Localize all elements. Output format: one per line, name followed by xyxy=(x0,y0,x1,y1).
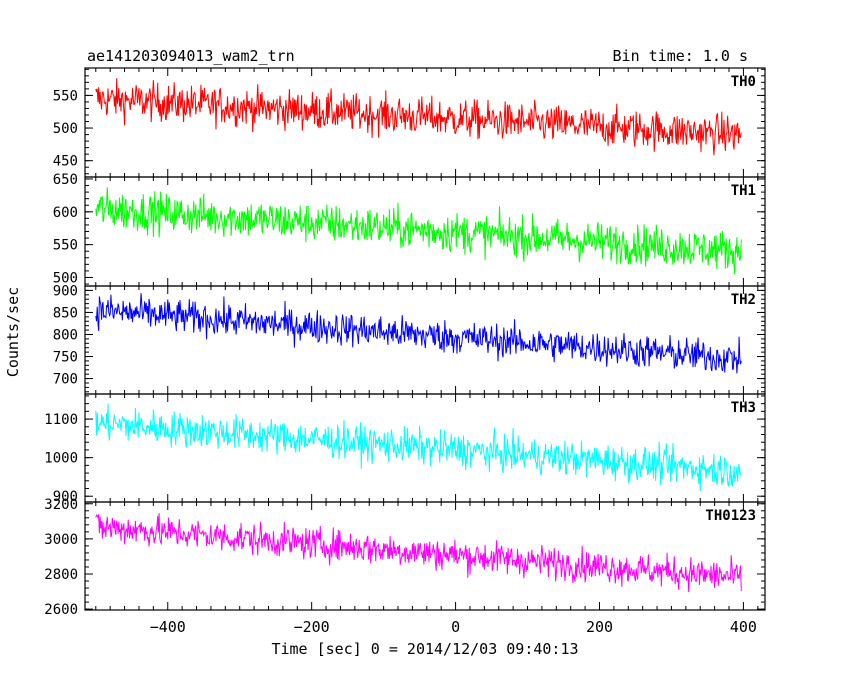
series-name-th0: TH0 xyxy=(731,74,756,90)
series-line-th3 xyxy=(95,403,742,492)
y-axis-label: Counts/sec xyxy=(4,287,22,377)
y-tick-label: 2800 xyxy=(44,567,78,583)
x-tick-label: −200 xyxy=(294,618,330,636)
y-tick-label: 1100 xyxy=(44,412,78,428)
y-tick-label: 1000 xyxy=(44,451,78,467)
y-tick-label: 3000 xyxy=(44,532,78,548)
x-tick-label: 0 xyxy=(451,618,460,636)
x-tick-label: −400 xyxy=(150,618,186,636)
y-tick-label: 650 xyxy=(53,172,78,188)
panel-th0: 450 500 550 TH0 xyxy=(53,67,766,178)
series-name-th2: TH2 xyxy=(731,292,756,308)
bin-time-label: Bin time: 1.0 s xyxy=(613,47,748,65)
series-line-th1 xyxy=(95,187,742,275)
y-tick-label: 800 xyxy=(53,327,78,343)
y-tick-label: 550 xyxy=(53,238,78,254)
y-tick-label: 3200 xyxy=(44,497,78,513)
y-tick-label: 550 xyxy=(53,88,78,104)
panel-th2: 700 750 800 850 900 TH2 xyxy=(53,283,766,395)
series-line-th0123 xyxy=(95,513,742,593)
panels-group: 450 500 550 TH0 500 550 600 650 TH1 700 750 800 850 9… xyxy=(44,67,766,636)
series-name-th0123: TH0123 xyxy=(705,508,756,524)
y-tick-label: 500 xyxy=(53,121,78,137)
x-axis-label: Time [sec] 0 = 2014/12/03 09:40:13 xyxy=(271,640,578,658)
series-name-th1: TH1 xyxy=(731,183,756,199)
y-tick-label: 900 xyxy=(53,489,78,505)
y-tick-label: 750 xyxy=(53,350,78,366)
panel-th3: 900 1000 1100 TH3 xyxy=(44,393,766,505)
x-tick-label: 200 xyxy=(586,618,613,636)
panel-th1: 500 550 600 650 TH1 xyxy=(53,172,766,287)
panel-frame xyxy=(84,501,766,611)
series-line-th2 xyxy=(95,293,742,374)
y-tick-label: 500 xyxy=(53,270,78,286)
y-tick-label: 900 xyxy=(53,283,78,299)
x-tick-label: 400 xyxy=(730,618,757,636)
y-tick-label: 450 xyxy=(53,154,78,170)
series-name-th3: TH3 xyxy=(731,400,756,416)
series-line-th0 xyxy=(95,78,742,156)
y-tick-label: 850 xyxy=(53,305,78,321)
y-tick-label: 2600 xyxy=(44,602,78,618)
y-tick-label: 700 xyxy=(53,372,78,388)
panel-th0123: 2600 2800 3000 3200 TH0123 xyxy=(44,497,766,618)
panel-frame xyxy=(84,285,766,395)
chart-title: ae141203094013_wam2_trn xyxy=(87,47,295,65)
y-tick-label: 600 xyxy=(53,205,78,221)
